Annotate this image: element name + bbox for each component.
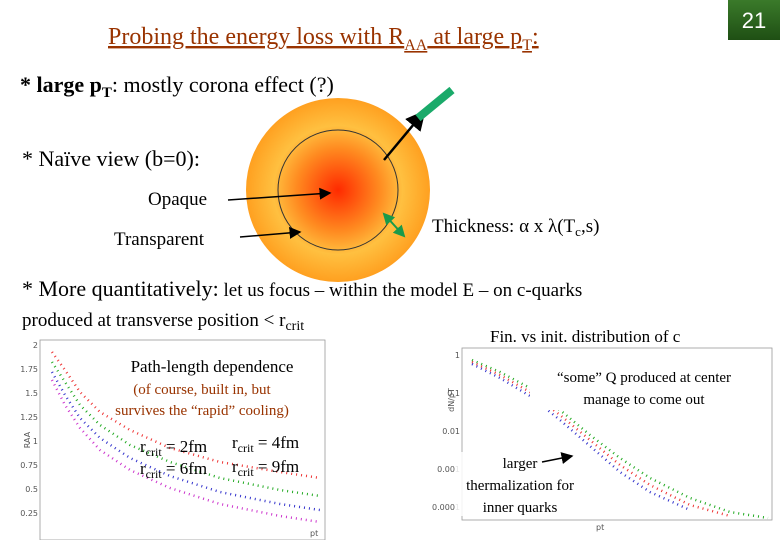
rcrit-label: rcrit = 2fm bbox=[140, 437, 207, 459]
curve bbox=[50, 361, 321, 498]
escaping-quark bbox=[415, 86, 455, 122]
y-tick-label: 2 bbox=[33, 341, 38, 350]
rcrit-label: rcrit = 9fm bbox=[232, 457, 299, 479]
rcrit-label: rcrit = 6fm bbox=[140, 459, 207, 481]
text-part: r bbox=[140, 437, 146, 456]
thickness-arrow bbox=[382, 212, 406, 238]
text-part: = 4fm bbox=[254, 433, 299, 452]
arrow bbox=[541, 452, 574, 464]
note: survives the “rapid” cooling) bbox=[115, 403, 289, 419]
arrow bbox=[383, 110, 426, 161]
x-axis-label: pt bbox=[596, 523, 604, 532]
label: Thickness: α x λ(Tc,s) bbox=[432, 216, 599, 239]
label: Opaque bbox=[148, 189, 207, 210]
y-tick-label: 0.25 bbox=[20, 509, 38, 518]
bullet: * More quantitatively: let us focus – wi… bbox=[22, 276, 582, 301]
y-tick-label: 0.001 bbox=[437, 465, 460, 474]
y-tick-label: 1.25 bbox=[20, 413, 38, 422]
curve bbox=[471, 358, 769, 520]
text-part: = 6fm bbox=[162, 459, 207, 478]
y-axis-label: dN/pT bbox=[447, 388, 456, 412]
text-part: crit bbox=[238, 465, 255, 479]
box-title: Path-length dependence bbox=[131, 357, 294, 376]
note: thermalization for bbox=[466, 478, 574, 494]
box bbox=[530, 362, 760, 410]
arrow bbox=[239, 226, 302, 239]
rcrit-label: rcrit = 4fm bbox=[232, 433, 299, 455]
box bbox=[102, 352, 324, 378]
y-tick-label: 0.5 bbox=[25, 485, 38, 494]
y-tick-label: 1.5 bbox=[25, 389, 38, 398]
y-tick-label: 1 bbox=[33, 437, 38, 446]
caption: Fin. vs init. distribution of c bbox=[490, 327, 681, 346]
note: larger bbox=[503, 456, 538, 472]
y-tick-label: 0.0001 bbox=[432, 503, 460, 512]
bullet: produced at transverse position < rcrit bbox=[22, 310, 304, 334]
text-part: r bbox=[232, 433, 238, 452]
note: manage to come out bbox=[583, 392, 705, 408]
bullet: * Naïve view (b=0): bbox=[22, 146, 200, 171]
y-tick-label: 1.75 bbox=[20, 365, 38, 374]
nucleus bbox=[246, 98, 430, 282]
inner-boundary bbox=[277, 129, 399, 251]
text-part: crit bbox=[146, 467, 163, 481]
y-tick-label: 1 bbox=[455, 351, 460, 360]
y-tick-label: 0.75 bbox=[20, 461, 38, 470]
text-part: r bbox=[140, 459, 146, 478]
note: inner quarks bbox=[483, 500, 558, 516]
x-axis-label: pt bbox=[310, 529, 318, 538]
title: Probing the energy loss with RAA at larg… bbox=[108, 24, 539, 54]
note: “some” Q produced at center bbox=[557, 370, 731, 386]
note: (of course, built in, but bbox=[133, 382, 271, 398]
y-tick-label: 0.01 bbox=[442, 427, 460, 436]
text-part: = 9fm bbox=[254, 457, 299, 476]
page-number-box bbox=[728, 0, 780, 40]
arrow bbox=[227, 187, 332, 201]
page-number: 21 bbox=[742, 8, 766, 33]
bullet: * large pT: mostly corona effect (?) bbox=[20, 72, 334, 101]
text-part: r bbox=[232, 457, 238, 476]
y-axis-label: RAA bbox=[23, 431, 32, 448]
text-part: crit bbox=[238, 441, 255, 455]
label: Transparent bbox=[114, 229, 205, 250]
y-tick-label: 0.1 bbox=[447, 389, 460, 398]
text-part: crit bbox=[146, 445, 163, 459]
text-part: = 2fm bbox=[162, 437, 207, 456]
curve bbox=[50, 371, 321, 512]
left-plot: 2 1.75 1.5 1.25 1 0.75 0.5 0.25 RAA pt bbox=[20, 339, 326, 540]
